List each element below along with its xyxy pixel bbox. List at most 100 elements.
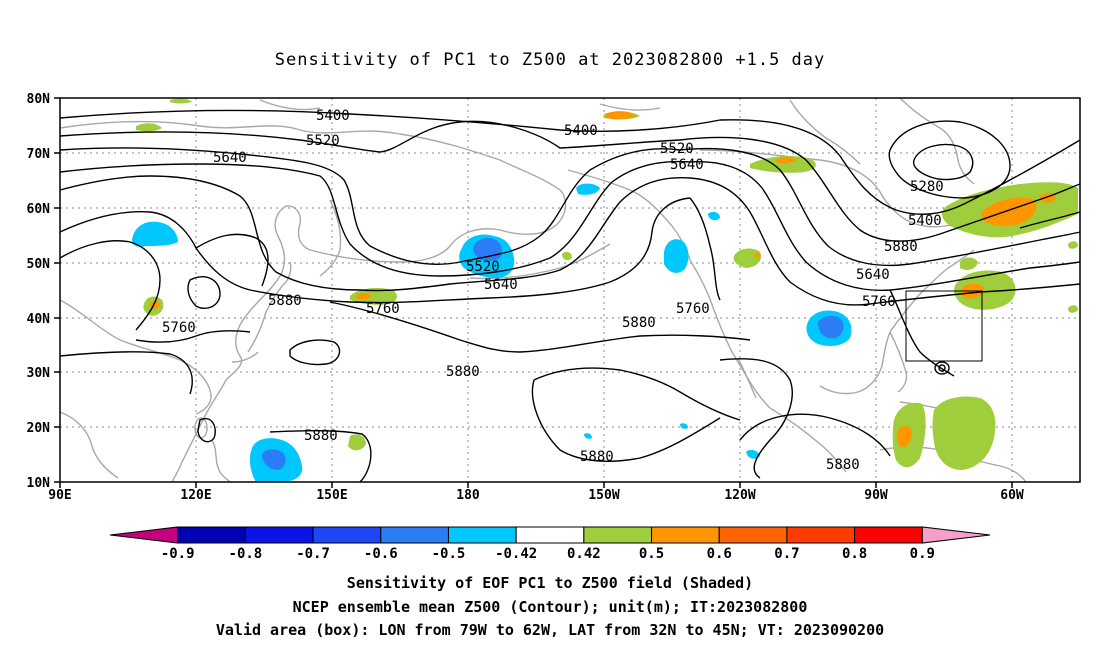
lat-label: 10N bbox=[27, 476, 51, 491]
shade-patch bbox=[754, 252, 760, 258]
shade-patch bbox=[818, 315, 844, 339]
contour-label: 5400 bbox=[564, 123, 598, 139]
colorbar-segment bbox=[177, 526, 246, 544]
contour-label: 5880 bbox=[446, 364, 480, 380]
contour-label: 5520 bbox=[306, 133, 340, 149]
shade-patch bbox=[136, 123, 162, 132]
contour-label: 5400 bbox=[908, 213, 942, 229]
lon-label: 60W bbox=[1000, 488, 1024, 503]
colorbar-segment bbox=[447, 526, 517, 544]
caption-contour: NCEP ensemble mean Z500 (Contour); unit(… bbox=[292, 598, 808, 616]
lon-label: 180 bbox=[456, 488, 480, 503]
colorbar-tick-label: 0.42 bbox=[567, 546, 601, 562]
shade-patch bbox=[170, 98, 192, 104]
contour-label: 5880 bbox=[304, 428, 338, 444]
contour-label: 5880 bbox=[826, 457, 860, 473]
shade-patch bbox=[896, 425, 912, 448]
colorbar-tick-label: 0.7 bbox=[774, 546, 799, 562]
colorbar-segment bbox=[380, 526, 449, 544]
colorbar-tick-label: -0.42 bbox=[495, 546, 537, 562]
lat-label: 20N bbox=[27, 421, 51, 436]
contour-label: 5760 bbox=[366, 301, 400, 317]
colorbar-min-arrow bbox=[109, 526, 179, 544]
lat-label: 30N bbox=[27, 366, 51, 381]
sensitivity-shading bbox=[132, 98, 1078, 482]
valid-area-box bbox=[905, 290, 983, 362]
colorbar-tick-label: 0.9 bbox=[910, 546, 935, 562]
shade-patch bbox=[350, 288, 397, 305]
shade-patch bbox=[954, 270, 1016, 310]
contour-label: 5520 bbox=[466, 259, 500, 275]
lat-label: 70N bbox=[27, 147, 51, 162]
shade-patch bbox=[776, 157, 796, 164]
colorbar-segment bbox=[718, 526, 788, 544]
shade-patch bbox=[680, 423, 688, 429]
shade-patch bbox=[932, 396, 996, 470]
latitude-labels: 80N 70N 60N 50N 40N 30N 20N 10N bbox=[27, 92, 51, 491]
contour-label: 5880 bbox=[268, 293, 302, 309]
colorbar-max-arrow bbox=[921, 526, 991, 544]
contour-label: 5280 bbox=[910, 179, 944, 195]
colorbar-tick-label: 0.6 bbox=[707, 546, 732, 562]
map-frame bbox=[59, 97, 1081, 483]
shade-patch bbox=[708, 211, 720, 221]
contour-label: 5880 bbox=[622, 315, 656, 331]
contour-label: 5880 bbox=[884, 239, 918, 255]
colorbar-segment bbox=[312, 526, 382, 544]
shade-patch bbox=[584, 433, 592, 439]
lat-label: 80N bbox=[27, 92, 51, 107]
contour-label: 5640 bbox=[484, 277, 518, 293]
colorbar-segment bbox=[583, 526, 653, 544]
tick-marks bbox=[54, 97, 1013, 488]
contour-label: 5400 bbox=[316, 108, 350, 124]
lon-label: 120E bbox=[180, 488, 211, 503]
shade-patch bbox=[746, 449, 760, 459]
lon-label: 90W bbox=[864, 488, 888, 503]
colorbar-labels: -0.9 -0.8 -0.7 -0.6 -0.5 -0.42 0.42 0.5 0.6 0.7 0.… bbox=[161, 546, 935, 562]
coastlines bbox=[59, 97, 1027, 483]
colorbar-tick-label: -0.8 bbox=[229, 546, 263, 562]
shade-patch bbox=[348, 434, 366, 451]
colorbar-segment bbox=[651, 526, 720, 544]
z500-contours bbox=[59, 109, 1081, 483]
shade-patch bbox=[1068, 305, 1078, 313]
caption-valid-area: Valid area (box): LON from 79W to 62W, L… bbox=[215, 621, 885, 639]
contour-label: 5640 bbox=[213, 150, 247, 166]
shade-patch bbox=[606, 111, 636, 120]
shade-patch bbox=[1068, 241, 1078, 249]
colorbar-tick-label: -0.9 bbox=[161, 546, 195, 562]
colorbar-tick-label: 0.5 bbox=[639, 546, 664, 562]
lat-label: 60N bbox=[27, 202, 51, 217]
colorbar-segment bbox=[515, 526, 585, 544]
shade-patch bbox=[733, 248, 762, 268]
contour-label: 5760 bbox=[162, 320, 196, 336]
colorbar-tick-label: -0.5 bbox=[432, 546, 466, 562]
lon-label: 150W bbox=[588, 488, 619, 503]
contour-label: 5640 bbox=[670, 157, 704, 173]
colorbar-tick-label: -0.6 bbox=[364, 546, 398, 562]
shade-patch bbox=[576, 183, 600, 195]
contour-label: 5640 bbox=[856, 267, 890, 283]
shade-patch bbox=[960, 257, 978, 270]
contour-label: 5760 bbox=[862, 294, 896, 310]
shade-patch bbox=[664, 239, 689, 273]
lon-label: 120W bbox=[724, 488, 755, 503]
colorbar-segment bbox=[244, 526, 314, 544]
colorbar-segment bbox=[786, 526, 856, 544]
longitude-labels: 90E 120E 150E 180 150W 120W 90W 60W bbox=[48, 488, 1024, 503]
colorbar-segment bbox=[854, 526, 923, 544]
shade-patch bbox=[262, 449, 286, 470]
map-title: Sensitivity of PC1 to Z500 at 2023082800… bbox=[274, 50, 826, 70]
caption-shading: Sensitivity of EOF PC1 to Z500 field (Sh… bbox=[346, 574, 754, 592]
lon-label: 150E bbox=[316, 488, 347, 503]
lat-label: 50N bbox=[27, 257, 51, 272]
contour-label: 5760 bbox=[676, 301, 710, 317]
shade-patch bbox=[562, 251, 572, 261]
contour-label-group: 5400 5400 5520 5520 5640 5640 5760 5880 … bbox=[162, 108, 944, 473]
lon-label: 90E bbox=[48, 488, 71, 503]
contour-label: 5520 bbox=[660, 141, 694, 157]
colorbar-tick-label: 0.8 bbox=[842, 546, 867, 562]
shade-patch bbox=[356, 293, 372, 300]
colorbar bbox=[109, 526, 991, 544]
